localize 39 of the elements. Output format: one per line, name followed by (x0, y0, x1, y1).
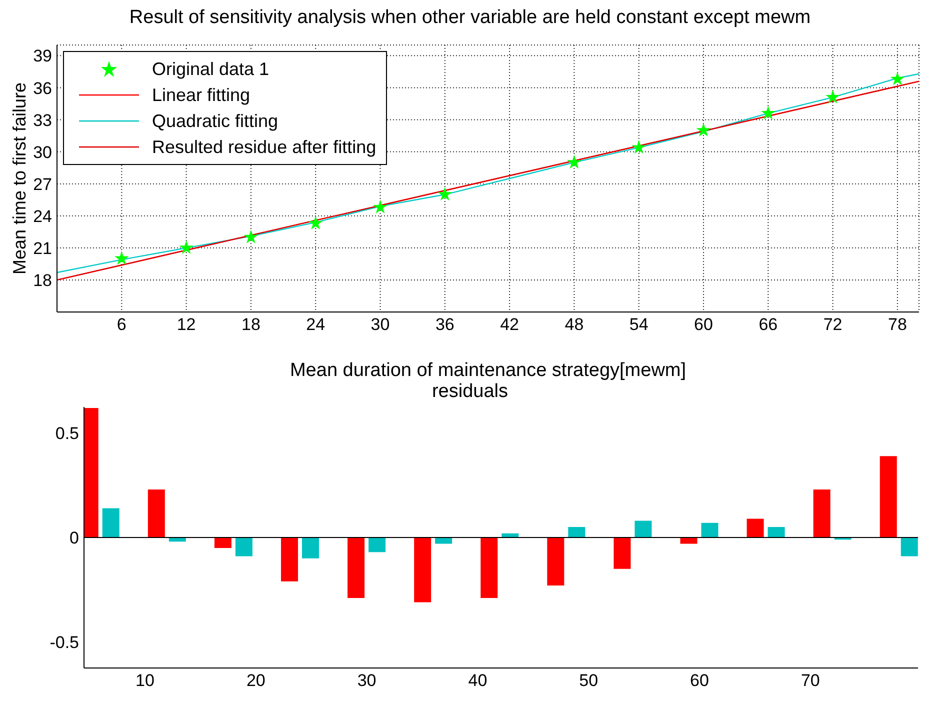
x-tick-label: 40 (468, 671, 488, 690)
y-tick-label: 30 (33, 142, 52, 162)
x-tick-label: 72 (823, 315, 842, 334)
legend-label: Resulted residue after fitting (152, 136, 376, 158)
y-tick-label: 0 (70, 528, 79, 548)
y-tick-label: 33 (33, 110, 52, 130)
x-tick-label: 66 (758, 315, 778, 334)
y-tick-label: 36 (33, 78, 52, 98)
x-tick-label: 36 (435, 315, 454, 334)
legend-label: Quadratic fitting (152, 110, 278, 132)
y-axis-title: Mean time to first failure (9, 82, 30, 275)
x-axis-title: Mean duration of maintenance strategy[mewm] (290, 360, 686, 381)
x-tick-label: 6 (116, 315, 126, 334)
x-tick-label: 78 (888, 315, 907, 334)
y-tick-label: 24 (33, 206, 52, 226)
y-tick-label: 39 (33, 46, 52, 66)
x-tick-label: 30 (370, 315, 390, 334)
x-tick-label: 50 (579, 671, 598, 690)
chart-title: residuals (430, 380, 510, 404)
y-tick-label: 0.5 (55, 424, 79, 444)
x-tick-label: 30 (357, 671, 376, 690)
x-tick-label: 20 (246, 671, 266, 690)
x-tick-label: 42 (500, 315, 520, 334)
x-tick-label: 60 (690, 671, 709, 690)
chart-title: Result of sensitivity analysis when other variable are held constant except mewm (128, 6, 812, 30)
y-tick-label: 27 (33, 174, 52, 194)
x-tick-label: 10 (136, 671, 154, 690)
x-tick-label: 48 (564, 315, 584, 334)
legend-label: Original data 1 (152, 58, 270, 80)
y-tick-label: 18 (33, 270, 52, 290)
x-tick-label: 18 (241, 315, 260, 334)
x-tick-label: 60 (694, 315, 713, 334)
x-tick-label: 54 (629, 315, 648, 334)
y-tick-label: -0.5 (50, 632, 79, 652)
y-tick-label: 21 (33, 238, 52, 258)
x-tick-label: 70 (800, 671, 820, 690)
x-tick-label: 24 (306, 315, 326, 334)
legend-label: Linear fitting (152, 84, 250, 106)
x-tick-label: 12 (176, 315, 196, 334)
